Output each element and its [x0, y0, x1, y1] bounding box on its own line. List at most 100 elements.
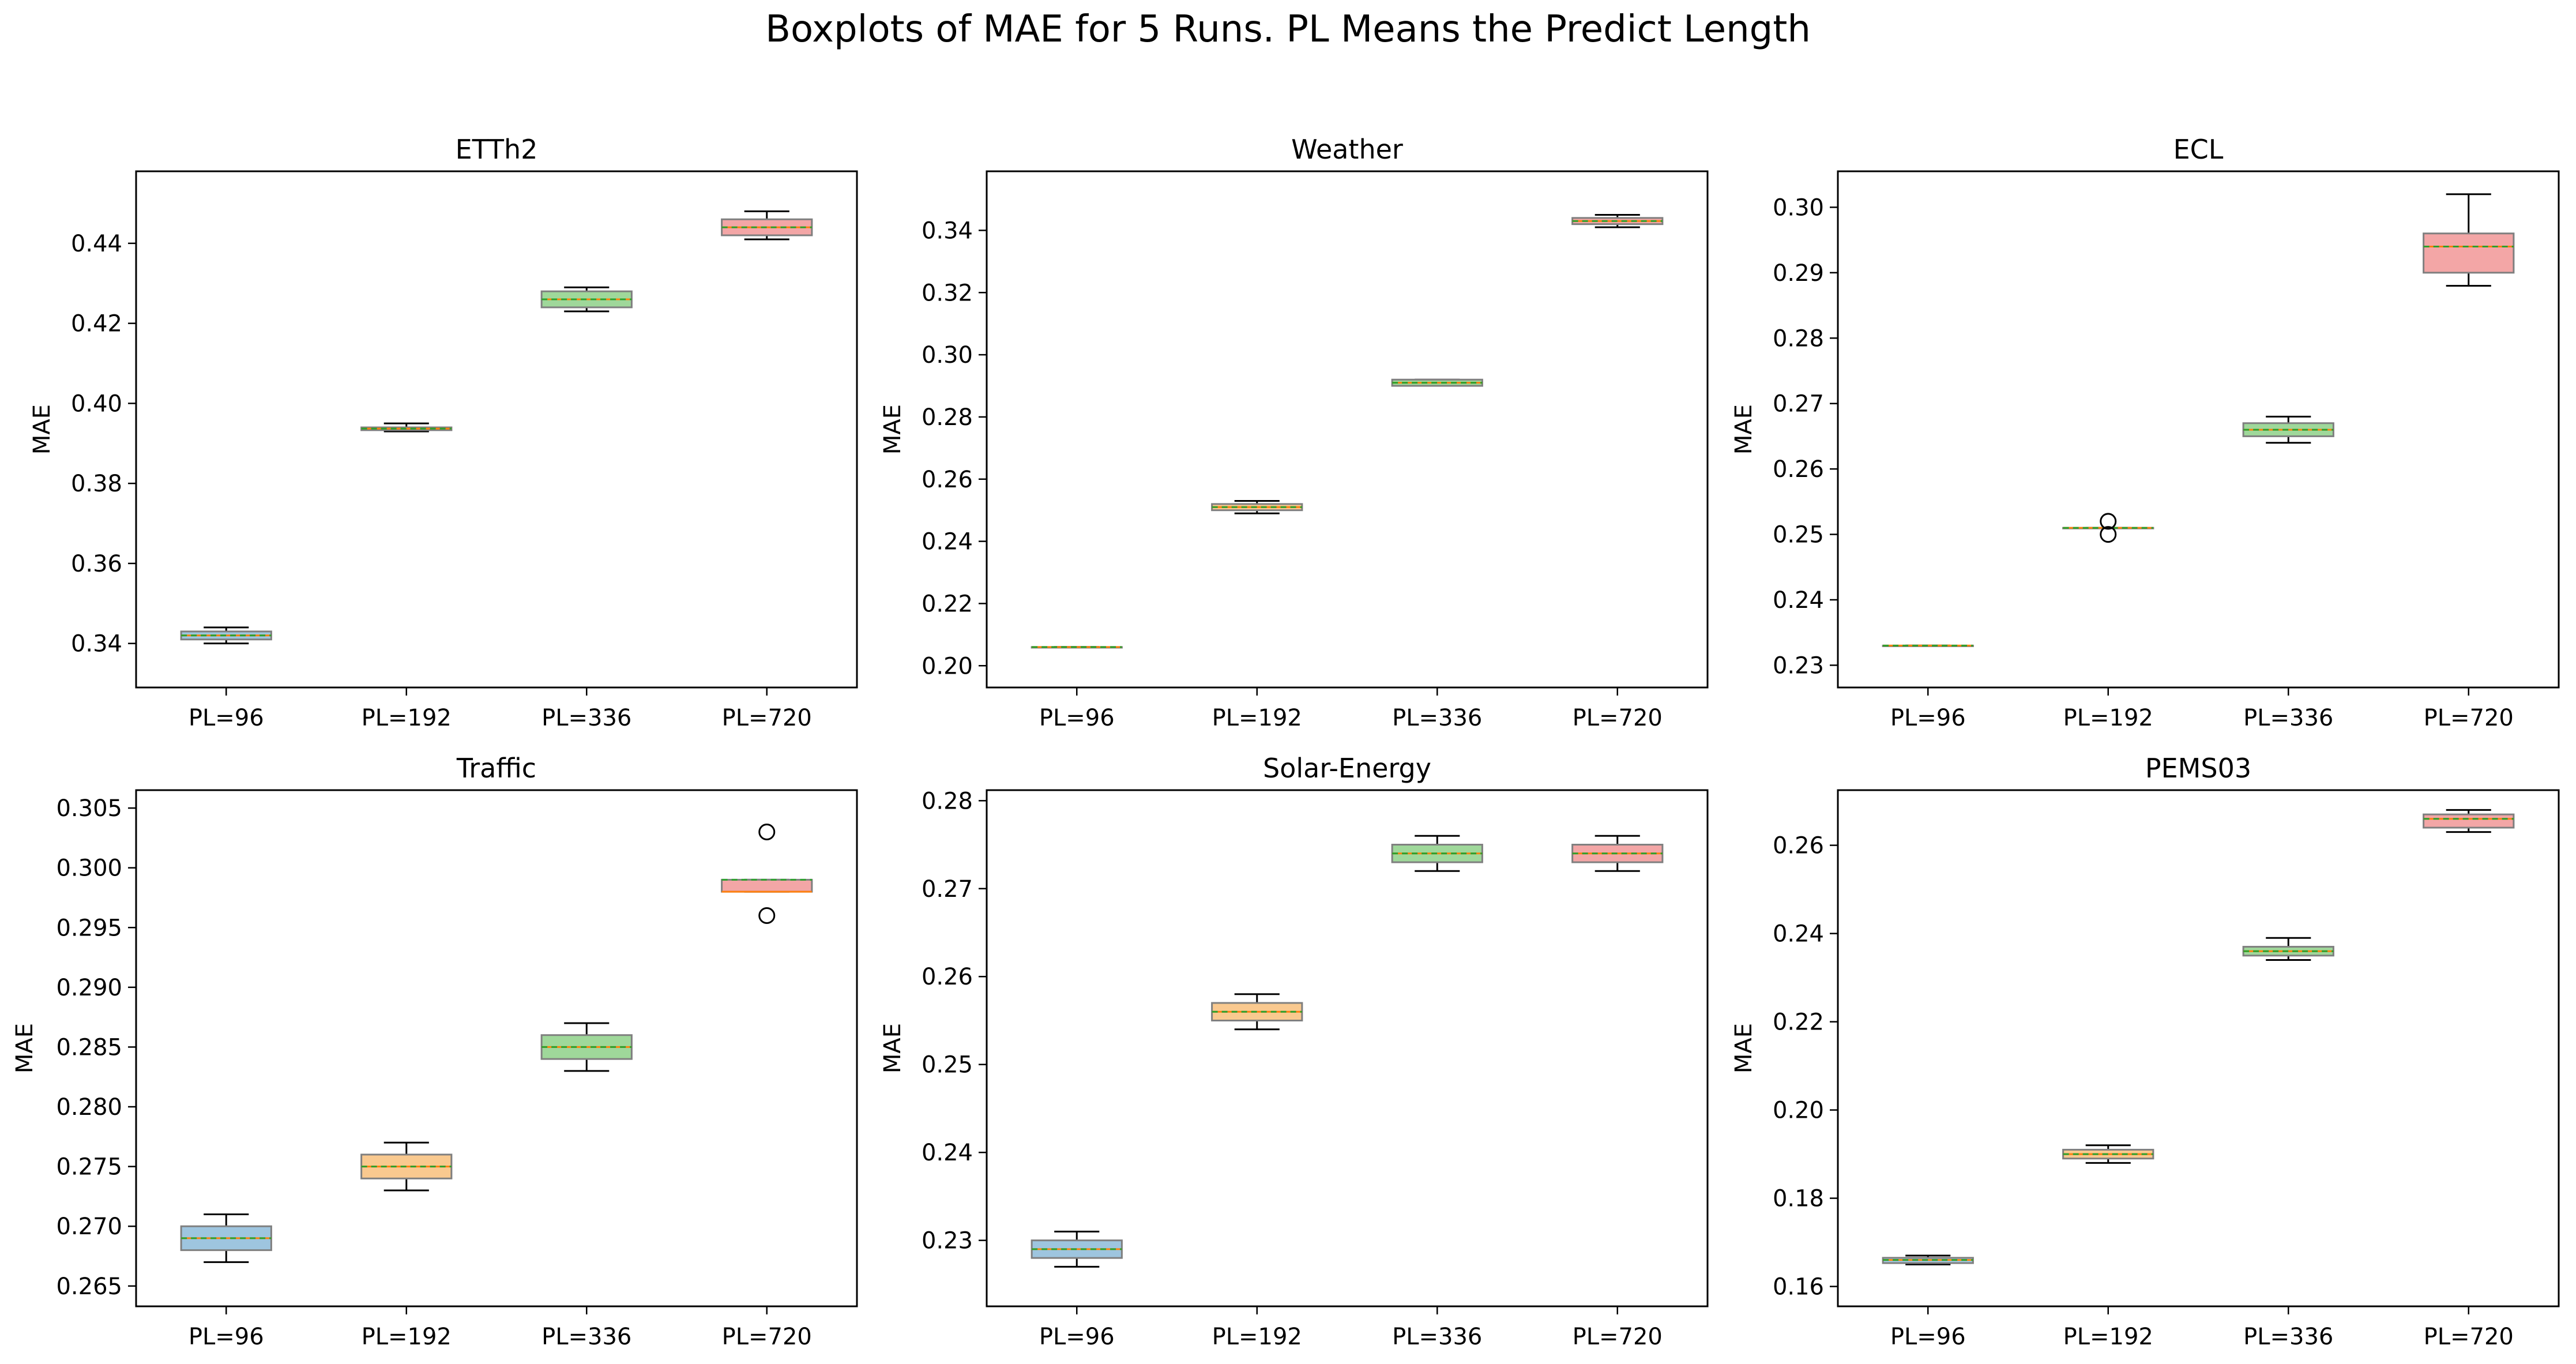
box-pl720 [1571, 213, 1664, 228]
y-axis-label: MAE [1731, 404, 1757, 454]
outlier-point [758, 907, 776, 925]
box-pl720 [721, 210, 813, 241]
box-pl192 [1211, 500, 1303, 514]
y-tick-label: 0.29 [1773, 260, 1824, 287]
box-iqr [721, 878, 813, 893]
y-tick-label: 0.25 [1773, 522, 1824, 548]
y-axis-label: MAE [12, 1023, 38, 1073]
y-tick-label: 0.26 [1773, 456, 1824, 483]
x-tick-label: PL=720 [2424, 1324, 2514, 1350]
x-tick-label: PL=96 [189, 1324, 264, 1350]
outlier-point [2100, 513, 2117, 530]
x-tick-label: PL=720 [722, 1324, 812, 1350]
y-tick-label: 0.34 [922, 217, 973, 244]
x-tick-label: PL=96 [1039, 1324, 1115, 1350]
y-tick-label: 0.22 [922, 591, 973, 617]
box-pl192 [2062, 1144, 2154, 1164]
box-pl336 [1391, 378, 1483, 387]
box-pl720 [2423, 193, 2515, 287]
x-tick-label: PL=720 [2424, 705, 2514, 731]
y-tick-label: 0.23 [922, 1228, 973, 1254]
y-tick-label: 0.300 [56, 855, 122, 882]
x-tick-label: PL=192 [1212, 705, 1302, 731]
box-pl192 [2062, 513, 2154, 543]
x-tick-label: PL=192 [362, 705, 452, 731]
y-tick-label: 0.42 [71, 311, 122, 337]
subplot-etth2: 0.34 0.36 0.38 0.40 0.42 0.44 PL=96 PL=192 PL=33… [29, 134, 858, 731]
box-pl96 [1882, 644, 1974, 647]
x-tick-label: PL=192 [2063, 1324, 2153, 1350]
y-tick-label: 0.27 [1773, 391, 1824, 418]
y-tick-label: 0.28 [922, 788, 973, 814]
y-tick-label: 0.28 [1773, 325, 1824, 352]
y-tick-label: 0.32 [922, 280, 973, 306]
y-tick-label: 0.40 [71, 390, 122, 417]
y-tick-label: 0.26 [922, 964, 973, 990]
subplot-title: Solar-Energy [1263, 753, 1431, 784]
axes-frame [986, 789, 1709, 1307]
outlier-point [758, 824, 776, 841]
y-tick-label: 0.16 [1773, 1274, 1824, 1301]
subplot-weather: 0.20 0.22 0.24 0.26 0.28 0.30 0.32 0.34 PL=96 PL=… [879, 134, 1709, 731]
x-tick-label: PL=336 [541, 705, 631, 731]
x-tick-label: PL=336 [2243, 705, 2333, 731]
subplot-title: ECL [2173, 134, 2224, 165]
box-pl96 [1882, 1254, 1974, 1265]
y-tick-label: 0.28 [922, 404, 973, 431]
y-tick-label: 0.20 [922, 653, 973, 679]
box-pl192 [360, 422, 453, 433]
x-tick-label: PL=720 [1573, 1324, 1663, 1350]
x-tick-label: PL=96 [1890, 1324, 1966, 1350]
y-tick-label: 0.30 [922, 342, 973, 369]
box-pl336 [2242, 937, 2334, 961]
subplot-pems03: 0.16 0.18 0.20 0.22 0.24 0.26 PL=96 PL=192 PL=33… [1731, 753, 2560, 1350]
y-tick-label: 0.285 [56, 1034, 122, 1061]
y-tick-label: 0.30 [1773, 194, 1824, 221]
subplot-title: Weather [1291, 134, 1403, 165]
y-axis-label: MAE [1731, 1023, 1757, 1073]
y-tick-label: 0.27 [922, 876, 973, 903]
y-tick-label: 0.18 [1773, 1186, 1824, 1212]
x-tick-label: PL=336 [1392, 1324, 1482, 1350]
y-axis-label: MAE [879, 404, 906, 454]
x-tick-label: PL=336 [541, 1324, 631, 1350]
box-pl96 [180, 1213, 272, 1263]
axes-frame [986, 170, 1709, 689]
box-pl96 [1031, 1230, 1123, 1268]
box-iqr [2423, 813, 2515, 829]
subplot-title: ETTh2 [456, 134, 538, 165]
axes-frame [135, 170, 858, 689]
axes-frame [135, 789, 858, 1307]
box-pl96 [180, 626, 272, 645]
y-tick-label: 0.275 [56, 1154, 122, 1181]
y-tick-label: 0.295 [56, 915, 122, 941]
box-pl336 [2242, 415, 2334, 444]
y-tick-label: 0.44 [71, 231, 122, 257]
box-pl192 [360, 1141, 453, 1192]
y-tick-label: 0.36 [71, 551, 122, 577]
y-tick-label: 0.38 [71, 471, 122, 497]
y-tick-label: 0.24 [1773, 921, 1824, 948]
y-tick-label: 0.26 [1773, 833, 1824, 859]
axes-frame [1837, 170, 2560, 689]
box-pl96 [1031, 646, 1123, 649]
box-pl720 [1571, 835, 1664, 872]
y-tick-label: 0.305 [56, 795, 122, 822]
x-tick-label: PL=96 [1039, 705, 1115, 731]
y-tick-label: 0.20 [1773, 1098, 1824, 1124]
y-tick-label: 0.34 [71, 631, 122, 657]
axes-frame [1837, 789, 2560, 1307]
outlier-point [2100, 526, 2117, 543]
y-axis-label: MAE [29, 404, 55, 454]
y-tick-label: 0.265 [56, 1273, 122, 1300]
y-tick-label: 0.280 [56, 1094, 122, 1121]
subplot-ecl: 0.23 0.24 0.25 0.26 0.27 0.28 0.29 0.30 PL=96 PL=… [1731, 134, 2560, 731]
y-tick-label: 0.22 [1773, 1009, 1824, 1036]
y-axis-label: MAE [879, 1023, 906, 1073]
x-tick-label: PL=336 [1392, 705, 1482, 731]
y-tick-label: 0.270 [56, 1213, 122, 1240]
x-tick-label: PL=192 [1212, 1324, 1302, 1350]
box-pl192 [1211, 993, 1303, 1031]
y-tick-label: 0.290 [56, 975, 122, 1001]
